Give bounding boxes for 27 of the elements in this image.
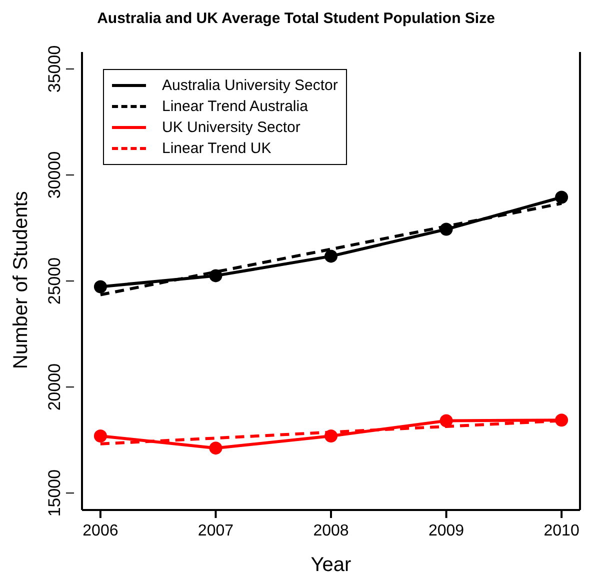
x-tick-label: 2010 — [544, 522, 580, 540]
y-tick-label: 35000 — [45, 45, 64, 93]
point — [324, 430, 338, 442]
legend-label: Linear Trend UK — [162, 139, 272, 159]
x-axis-title: Year — [310, 554, 352, 573]
point — [555, 414, 568, 427]
point — [94, 280, 107, 294]
y-tick-label: 20000 — [45, 363, 64, 411]
x-tick-label: 2006 — [82, 522, 118, 540]
point — [209, 269, 222, 282]
legend-label: UK University Sector — [162, 118, 300, 138]
y-axis-title: Number of Students — [10, 191, 32, 369]
point — [555, 190, 568, 204]
point — [324, 250, 338, 263]
y-tick-label: 30000 — [45, 151, 64, 199]
chart-title: Australia and UK Average Total Student Population Size — [96, 10, 496, 27]
x-tick-label: 2009 — [428, 522, 464, 540]
y-tick-label: 15000 — [45, 469, 64, 517]
legend-label: Linear Trend Australia — [162, 97, 308, 117]
x-tick-label: 2007 — [198, 522, 234, 540]
y-tick-label: 25000 — [45, 257, 64, 305]
point — [440, 222, 453, 236]
point — [209, 442, 222, 455]
legend-label: Australia University Sector — [162, 76, 338, 96]
point — [94, 430, 107, 442]
x-tick-label: 2008 — [313, 522, 349, 540]
point — [440, 414, 453, 428]
